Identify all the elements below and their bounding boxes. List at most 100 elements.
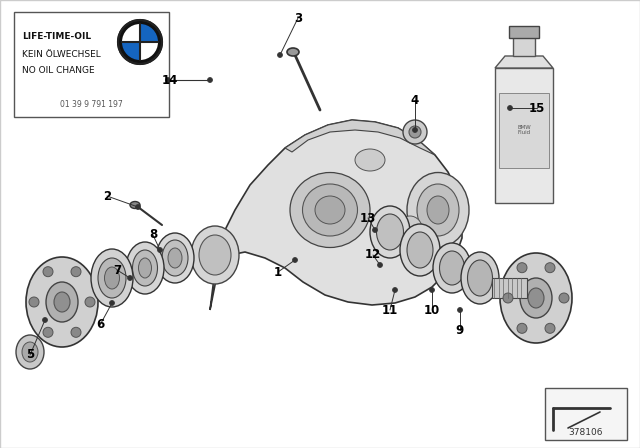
Ellipse shape [22,342,38,362]
Circle shape [42,318,47,323]
Circle shape [71,327,81,337]
Ellipse shape [16,335,44,369]
Circle shape [545,323,555,333]
Ellipse shape [370,206,410,258]
Ellipse shape [400,224,440,276]
Circle shape [136,204,141,210]
Ellipse shape [46,282,78,322]
Circle shape [43,267,53,277]
Circle shape [403,120,427,144]
Ellipse shape [191,226,239,284]
Bar [14,12,169,117]
Circle shape [127,276,132,280]
Ellipse shape [315,196,345,224]
Circle shape [292,258,298,263]
Text: 10: 10 [424,303,440,316]
Ellipse shape [397,216,422,244]
Ellipse shape [500,253,572,343]
Circle shape [429,288,435,293]
Bar [509,26,539,38]
Text: 3: 3 [294,12,302,25]
Ellipse shape [417,184,459,236]
Text: BMW
Fluid: BMW Fluid [517,125,531,135]
Circle shape [458,307,463,313]
Ellipse shape [54,292,70,312]
Text: LIFE-TIME-OIL: LIFE-TIME-OIL [22,32,91,41]
Ellipse shape [168,248,182,268]
Text: 8: 8 [149,228,157,241]
Circle shape [43,327,53,337]
Text: 01 39 9 791 197: 01 39 9 791 197 [60,100,122,109]
Text: 14: 14 [162,73,178,86]
Ellipse shape [130,202,140,208]
Circle shape [392,288,397,293]
Circle shape [118,20,162,64]
Circle shape [372,228,378,233]
Text: 2: 2 [103,190,111,202]
Ellipse shape [376,214,403,250]
Ellipse shape [355,149,385,171]
Circle shape [207,78,212,82]
Ellipse shape [407,172,469,247]
Ellipse shape [156,233,194,283]
Ellipse shape [303,184,358,236]
Text: 15: 15 [529,102,545,115]
Circle shape [85,297,95,307]
Polygon shape [495,56,553,68]
Text: 378106: 378106 [569,428,604,437]
Circle shape [109,301,115,306]
Ellipse shape [132,250,157,286]
Text: 6: 6 [96,319,104,332]
Ellipse shape [427,196,449,224]
Text: 12: 12 [365,249,381,262]
Circle shape [508,105,513,111]
Ellipse shape [26,257,98,347]
Wedge shape [122,24,140,42]
Text: 5: 5 [26,349,34,362]
Circle shape [503,293,513,303]
Ellipse shape [98,258,126,298]
Ellipse shape [433,243,471,293]
Ellipse shape [290,172,370,247]
Circle shape [559,293,569,303]
Text: KEIN ÖLWECHSEL: KEIN ÖLWECHSEL [22,50,100,59]
Ellipse shape [520,278,552,318]
Text: 4: 4 [411,94,419,107]
Ellipse shape [528,288,544,308]
Circle shape [517,263,527,273]
Circle shape [413,128,417,133]
Circle shape [71,267,81,277]
Ellipse shape [199,235,231,275]
Circle shape [545,263,555,273]
Bar [499,93,549,168]
Bar [492,278,527,298]
Wedge shape [140,24,158,42]
Circle shape [157,247,163,253]
Ellipse shape [407,232,433,268]
Bar [513,36,535,56]
Wedge shape [140,42,158,60]
Circle shape [278,52,282,57]
Ellipse shape [162,240,188,276]
Ellipse shape [126,242,164,294]
Text: NO OIL CHANGE: NO OIL CHANGE [22,66,95,75]
Ellipse shape [91,249,133,307]
Polygon shape [495,68,553,203]
Circle shape [409,126,421,138]
Ellipse shape [461,252,499,304]
Polygon shape [210,120,462,310]
Ellipse shape [440,251,465,285]
Text: 1: 1 [274,266,282,279]
Circle shape [166,78,170,82]
Bar [545,388,627,440]
Ellipse shape [287,48,299,56]
Polygon shape [285,120,435,155]
Circle shape [378,263,383,267]
Text: 9: 9 [456,323,464,336]
Ellipse shape [467,260,493,296]
Text: 7: 7 [113,263,121,276]
Ellipse shape [104,267,120,289]
Wedge shape [122,42,140,60]
Circle shape [29,297,39,307]
Circle shape [517,323,527,333]
